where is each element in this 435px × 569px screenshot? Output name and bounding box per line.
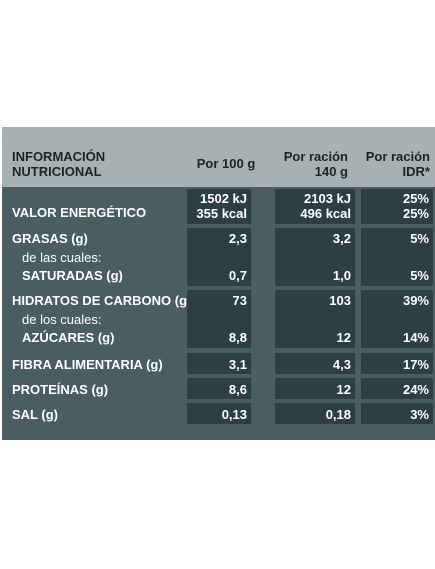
header-label: INFORMACIÓN NUTRICIONAL [12,149,105,179]
table-row-energia: VALOR ENERGÉTICO 1502 kJ 355 kcal 2103 k… [2,187,435,226]
hidratos-racion: 103 [329,293,351,308]
row-sublabel: AZÚCARES (g) [22,330,115,345]
row-label: PROTEÍNAS (g) [12,382,109,397]
saturadas-idr: 5% [410,268,429,283]
row-label: SAL (g) [12,407,58,422]
hidratos-idr: 39% [402,293,429,308]
cell-per100: 2,3 0,7 [187,228,251,286]
row-sublabel: de las cuales: [22,250,102,265]
cell-racion: 3,2 1,0 [275,228,355,286]
saturadas-per100: 0,7 [228,268,247,283]
cell-per100: 1502 kJ 355 kcal [187,189,251,224]
cell-racion: 0,18 [275,403,355,424]
cell-idr: 24% [361,378,433,399]
table-row-sal: SAL (g) 0,13 0,18 3% [2,403,435,425]
sal-racion: 0,18 [325,407,351,422]
table-row-hidratos: HIDRATOS DE CARBONO (g) de los cuales: A… [2,290,435,350]
fibra-racion: 4,3 [332,357,351,372]
cell-per100: 3,1 [187,353,251,374]
row-label: GRASAS (g) [12,231,88,246]
header-label-line2: NUTRICIONAL [12,164,102,179]
table-row-fibra: FIBRA ALIMENTARIA (g) 3,1 4,3 17% [2,353,435,375]
cell-racion: 12 [275,378,355,399]
row-label: VALOR ENERGÉTICO [12,205,147,220]
header-idr-line2: IDR* [402,164,430,179]
header-per-racion: Por ración 140 g [266,149,348,179]
row-sublabel: SATURADAS (g) [22,268,123,283]
proteinas-per100: 8,6 [228,382,247,397]
azucares-idr: 14% [402,330,429,345]
proteinas-idr: 24% [402,382,429,397]
cell-racion: 4,3 [275,353,355,374]
proteinas-racion: 12 [336,382,351,397]
header-idr-line1: Por ración [365,149,430,164]
header-racion-line2: 140 g [314,164,348,179]
cell-idr: 39% 14% [361,290,433,348]
cell-racion: 103 12 [275,290,355,348]
header-idr: Por ración IDR* [354,149,430,179]
cell-idr: 5% 5% [361,228,433,286]
row-sublabel: de los cuales: [22,312,102,327]
row-label: FIBRA ALIMENTARIA (g) [12,357,163,372]
saturadas-racion: 1,0 [332,268,351,283]
fibra-idr: 17% [402,357,429,372]
cell-idr: 17% [361,353,433,374]
azucares-racion: 12 [336,330,351,345]
table-header: INFORMACIÓN NUTRICIONAL Por 100 g Por ra… [2,127,435,187]
header-per100: Por 100 g [196,156,256,171]
cell-racion: 2103 kJ 496 kcal [275,189,355,224]
table-row-grasas: GRASAS (g) de las cuales: SATURADAS (g) … [2,228,435,288]
table-row-proteinas: PROTEÍNAS (g) 8,6 12 24% [2,378,435,400]
hidratos-per100: 73 [232,293,247,308]
azucares-per100: 8,8 [228,330,247,345]
cell-idr: 25% 25% [361,189,433,224]
sal-per100: 0,13 [221,407,247,422]
cell-per100: 0,13 [187,403,251,424]
header-racion-line1: Por ración [283,149,348,164]
nutrition-table: INFORMACIÓN NUTRICIONAL Por 100 g Por ra… [2,127,435,440]
row-label: HIDRATOS DE CARBONO (g) [12,293,192,308]
sal-idr: 3% [410,407,429,422]
cell-idr: 3% [361,403,433,424]
per100-kcal: 355 kcal [196,206,247,221]
idr-kcal: 25% [402,206,429,221]
per100-kj: 1502 kJ [200,191,247,206]
racion-kj: 2103 kJ [304,191,351,206]
idr-kj: 25% [402,191,429,206]
header-label-line1: INFORMACIÓN [12,149,106,164]
cell-per100: 73 8,8 [187,290,251,348]
grasas-racion: 3,2 [332,231,351,246]
racion-kcal: 496 kcal [300,206,351,221]
grasas-per100: 2,3 [228,231,247,246]
cell-per100: 8,6 [187,378,251,399]
grasas-idr: 5% [410,231,429,246]
fibra-per100: 3,1 [228,357,247,372]
